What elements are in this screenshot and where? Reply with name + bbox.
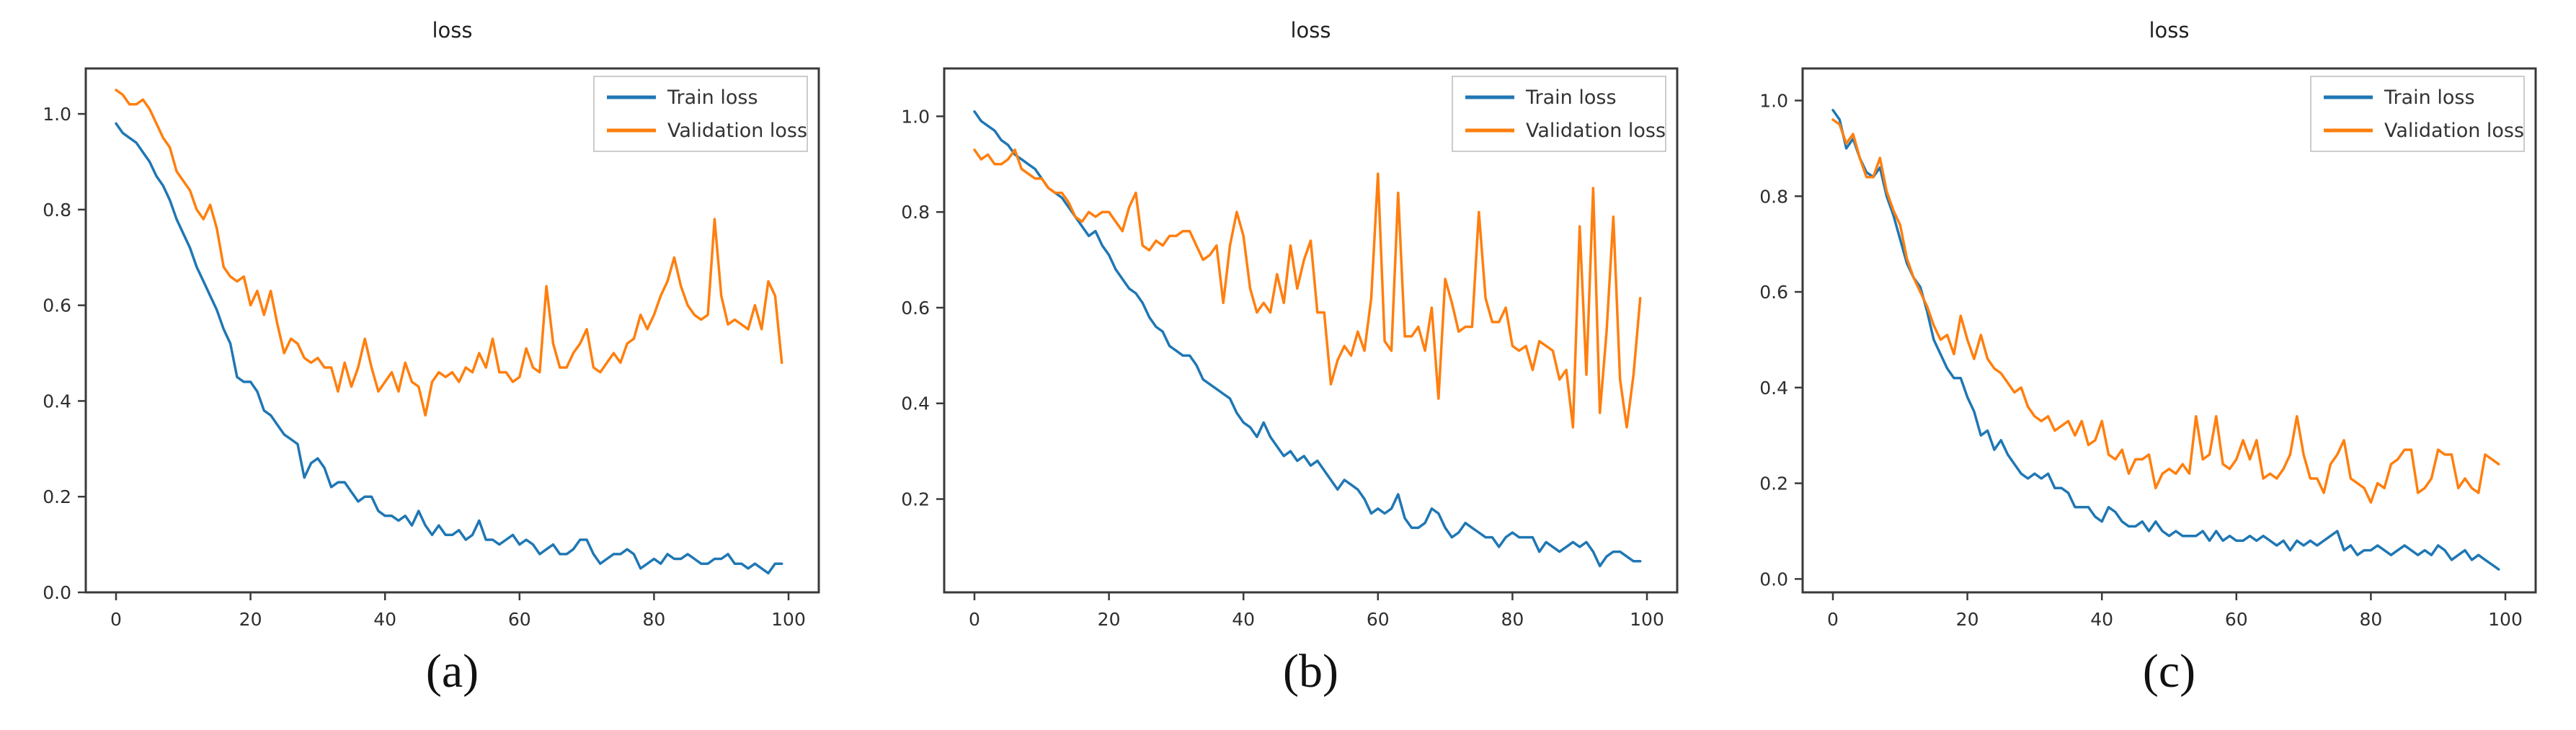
legend-box xyxy=(2310,76,2525,152)
x-axis-tick-label: 60 xyxy=(1367,609,1390,628)
chart-title: loss xyxy=(432,18,472,43)
y-axis-tick-label: 0.4 xyxy=(43,391,71,411)
x-axis-tick-label: 0 xyxy=(969,609,980,628)
x-axis-tick-label: 80 xyxy=(2360,609,2383,628)
x-axis-tick-label: 20 xyxy=(1098,609,1121,628)
panel-c: loss 0 20 40 60 80 100 0.0 0.2 0.4 0.6 0.8 1.0 Train … xyxy=(1717,0,2575,730)
legend-label-train-loss: Train loss xyxy=(1525,86,1617,109)
legend-label-validation-loss: Validation loss xyxy=(667,120,807,142)
x-axis-tick-label: 100 xyxy=(1630,609,1664,628)
caption-b: (b) xyxy=(1283,645,1338,698)
y-axis-tick-label: 1.0 xyxy=(901,106,930,127)
legend-label-validation-loss: Validation loss xyxy=(2384,120,2524,142)
caption-a: (a) xyxy=(425,645,479,698)
panel-a: loss 0 20 40 60 80 100 0.0 0.2 0.4 0.6 0.8 1.0 Train … xyxy=(0,0,858,730)
y-axis-tick-label: 0.6 xyxy=(43,295,71,316)
plot-frame xyxy=(1801,67,2537,594)
x-axis-tick-label: 100 xyxy=(771,609,806,628)
y-axis-tick-label: 1.0 xyxy=(43,104,71,125)
chart-title: loss xyxy=(1290,18,1331,43)
y-axis-tick-label: 1.0 xyxy=(1759,90,1788,111)
legend-box xyxy=(1452,76,1666,152)
legend-box xyxy=(593,76,808,152)
legend-label-validation-loss: Validation loss xyxy=(1526,120,1666,142)
plot-frame xyxy=(943,67,1679,594)
y-axis-tick-label: 0.0 xyxy=(1759,569,1788,589)
caption-c: (c) xyxy=(2142,645,2196,698)
legend-label-train-loss: Train loss xyxy=(2384,86,2475,109)
x-axis-tick-label: 0 xyxy=(110,609,122,628)
validation-loss-line xyxy=(115,89,783,417)
chart-a: loss 0 20 40 60 80 100 0.0 0.2 0.4 0.6 0.8 1.0 Train … xyxy=(43,18,820,628)
y-axis-tick-label: 0.2 xyxy=(901,489,930,510)
x-axis-tick-label: 40 xyxy=(373,609,396,628)
y-axis-tick-label: 0.8 xyxy=(901,202,930,223)
x-axis-tick-label: 80 xyxy=(1501,609,1524,628)
validation-loss-line xyxy=(1831,118,2500,504)
y-axis-tick-label: 0.6 xyxy=(1759,282,1788,303)
y-axis-tick-label: 0.4 xyxy=(901,393,930,414)
panel-b: loss 0 20 40 60 80 100 0.2 0.4 0.6 0.8 1.0 Train los… xyxy=(858,0,1717,730)
plot-frame xyxy=(84,67,820,594)
x-axis-tick-label: 20 xyxy=(1956,609,1979,628)
y-axis-tick-label: 0.8 xyxy=(43,200,71,221)
y-axis-tick-label: 0.4 xyxy=(1759,378,1788,399)
x-axis-tick-label: 0 xyxy=(1827,609,1839,628)
x-axis-tick-label: 20 xyxy=(239,609,262,628)
x-axis-tick-label: 40 xyxy=(2090,609,2113,628)
train-loss-line xyxy=(973,110,1642,568)
train-loss-line xyxy=(1831,109,2500,571)
x-axis-tick-label: 100 xyxy=(2488,609,2523,628)
x-axis-tick-label: 60 xyxy=(2225,609,2248,628)
y-axis-tick-label: 0.0 xyxy=(43,582,71,603)
x-axis-tick-label: 60 xyxy=(508,609,531,628)
y-axis-tick-label: 0.8 xyxy=(1759,186,1788,207)
y-axis-tick-label: 0.2 xyxy=(1759,473,1788,494)
y-axis-tick-label: 0.6 xyxy=(901,298,930,319)
x-axis-tick-label: 80 xyxy=(643,609,666,628)
train-loss-line xyxy=(115,122,783,575)
x-axis-tick-label: 40 xyxy=(1232,609,1255,628)
chart-title: loss xyxy=(2149,18,2189,43)
chart-b: loss 0 20 40 60 80 100 0.2 0.4 0.6 0.8 1.0 Train los… xyxy=(901,18,1679,628)
validation-loss-line xyxy=(973,148,1642,429)
legend-label-train-loss: Train loss xyxy=(667,86,758,109)
chart-c: loss 0 20 40 60 80 100 0.0 0.2 0.4 0.6 0.8 1.0 Train … xyxy=(1759,18,2537,628)
y-axis-tick-label: 0.2 xyxy=(43,486,71,507)
